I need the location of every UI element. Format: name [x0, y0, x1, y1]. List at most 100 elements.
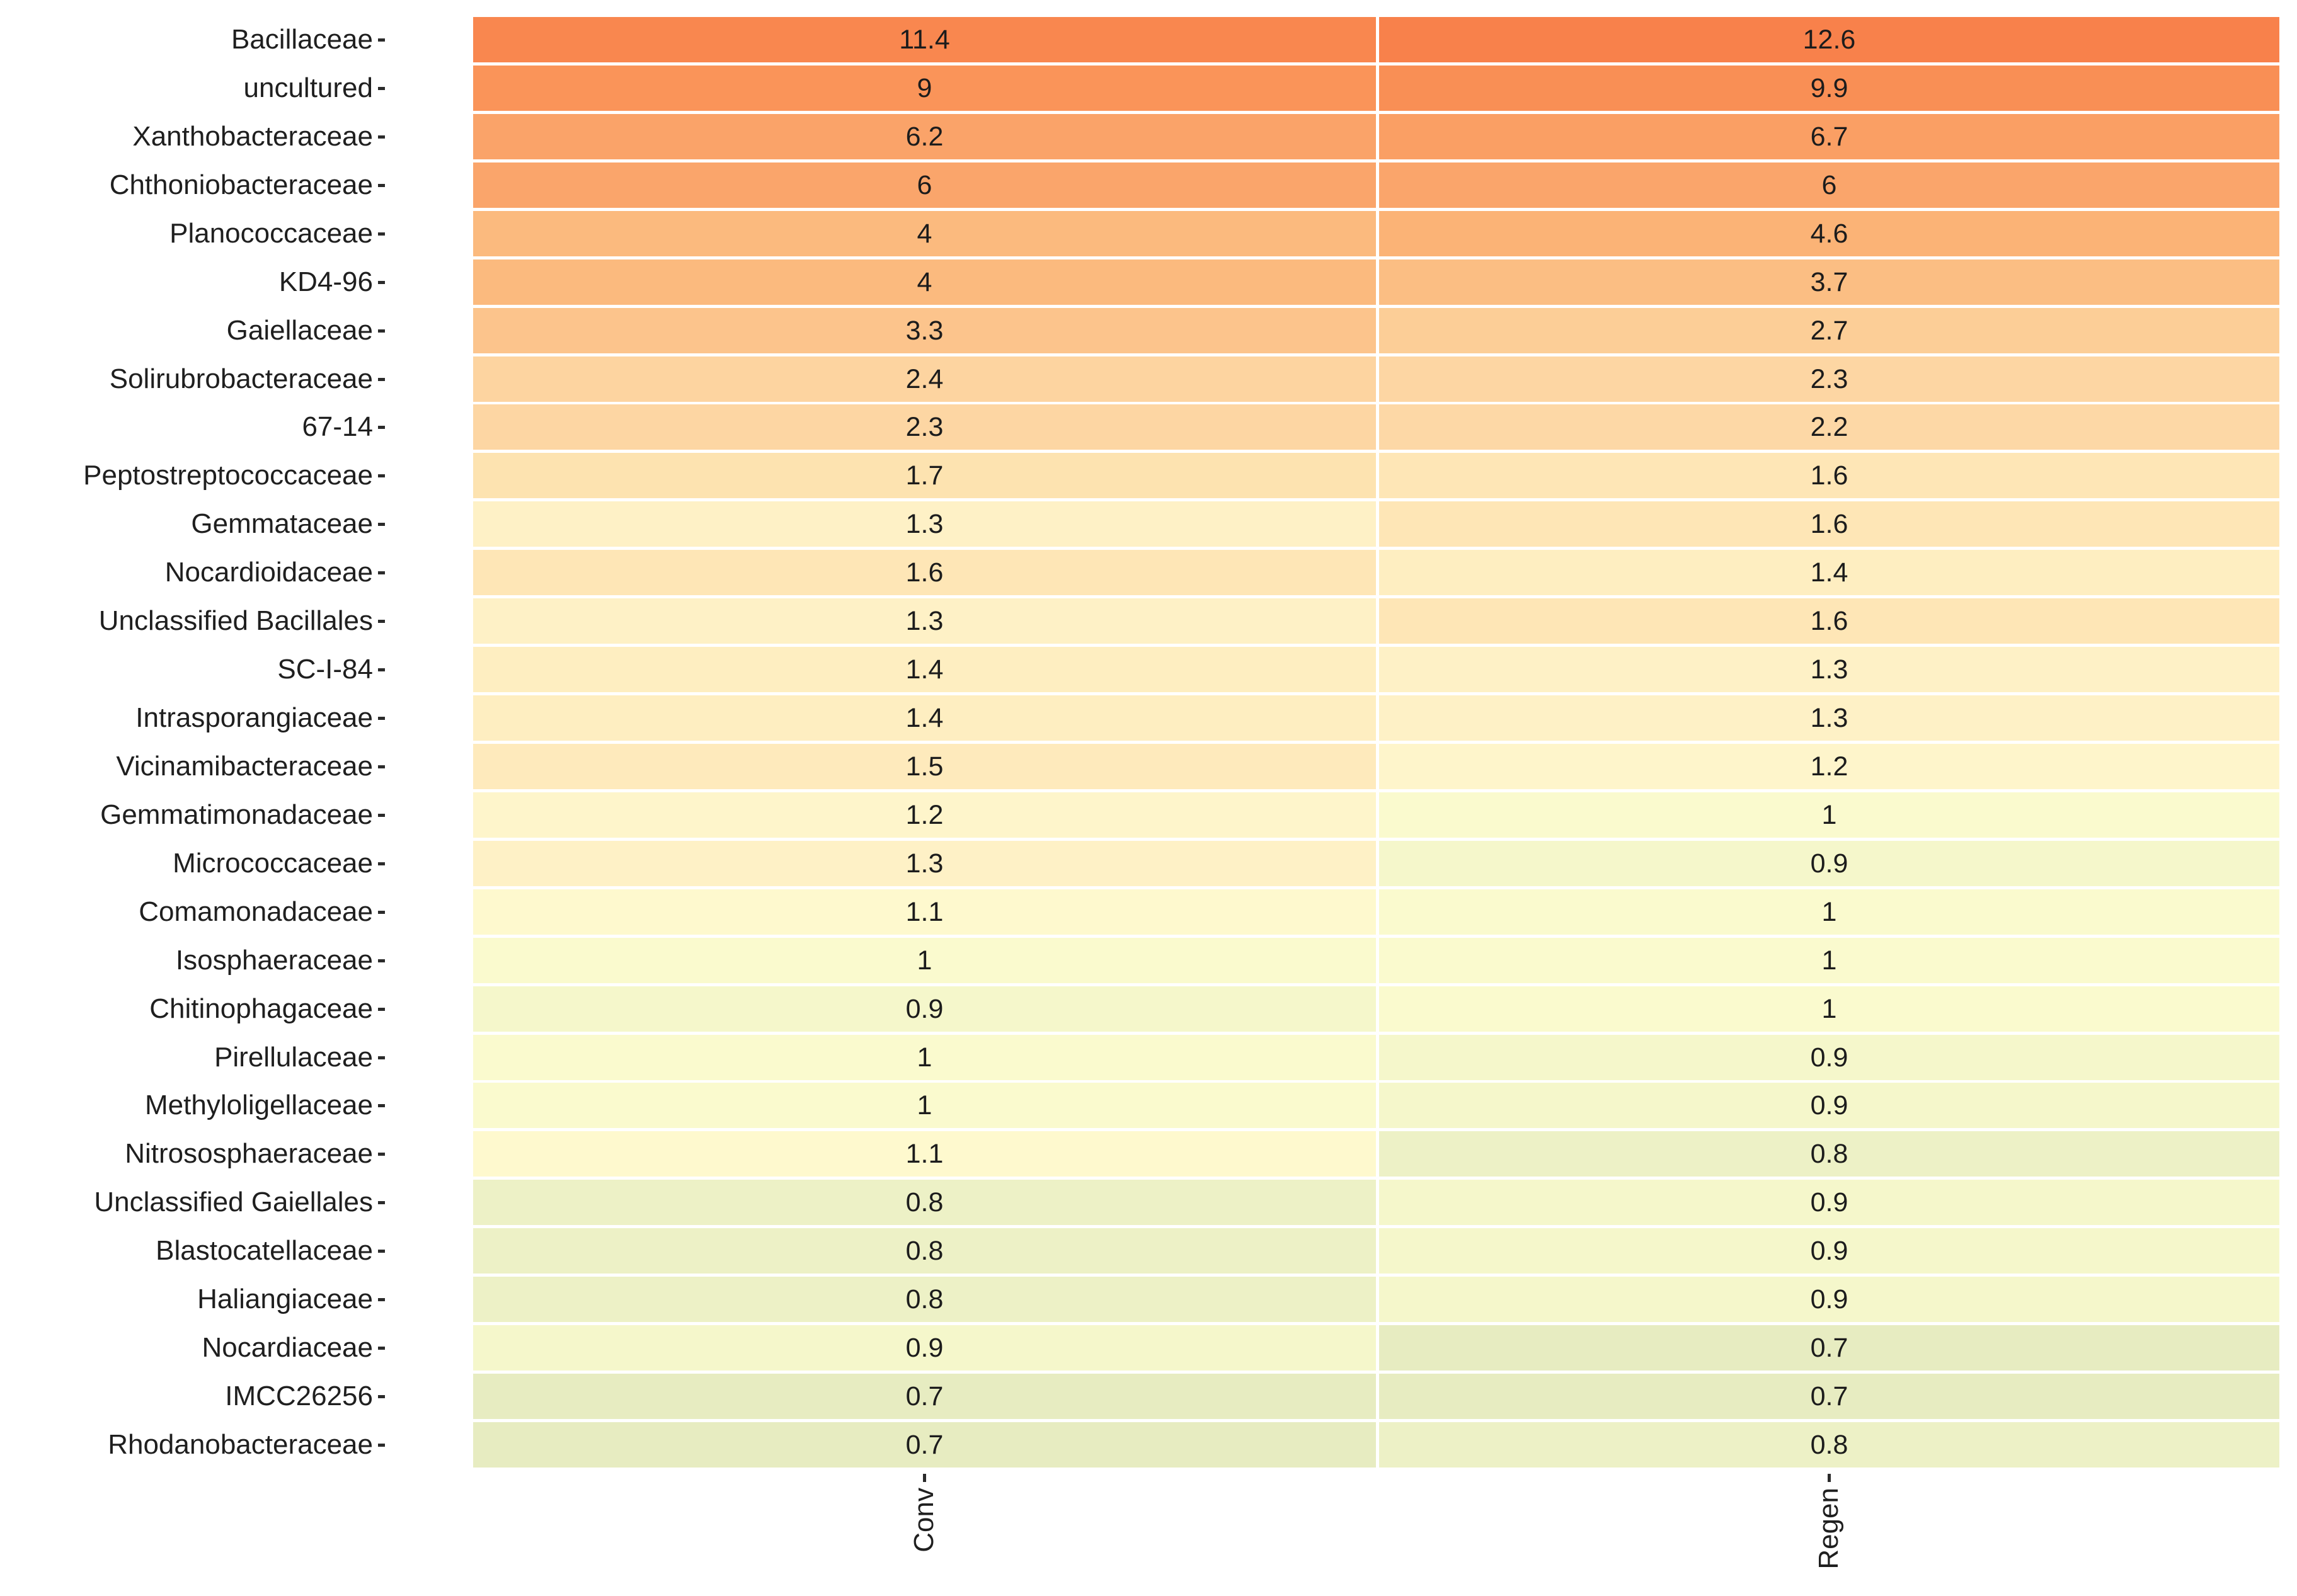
y-tick: [378, 38, 385, 42]
y-tick: [378, 329, 385, 333]
row-label: SC-I-84: [277, 654, 373, 685]
row-label: Solirubrobacteraceae: [109, 363, 373, 394]
heatmap-cell-regen: 12.6: [1379, 17, 2279, 62]
row-label: Unclassified Gaiellales: [94, 1187, 373, 1217]
row-label: Xanthobacteraceae: [132, 121, 373, 152]
heatmap-cell-regen: 0.9: [1379, 1083, 2279, 1128]
heatmap-cell-regen: 1.2: [1379, 744, 2279, 789]
heatmap-cell-regen: 1.3: [1379, 647, 2279, 692]
x-tick-conv: [923, 1474, 926, 1482]
heatmap-cell-regen: 0.8: [1379, 1131, 2279, 1177]
heatmap-cell-regen: 4.6: [1379, 211, 2279, 256]
heatmap-cell-regen: 0.7: [1379, 1374, 2279, 1419]
y-tick: [378, 1347, 385, 1350]
heatmap-cell-conv: 1.5: [473, 744, 1376, 789]
heatmap-cell-regen: 1.3: [1379, 695, 2279, 741]
heatmap-cell-regen: 0.9: [1379, 1180, 2279, 1225]
y-tick: [378, 474, 385, 477]
heatmap-cell-conv: 1: [473, 938, 1376, 983]
heatmap-cell-regen: 0.9: [1379, 1277, 2279, 1322]
heatmap-cell-regen: 0.8: [1379, 1422, 2279, 1468]
y-tick: [378, 1298, 385, 1301]
row-label: Unclassified Bacillales: [98, 605, 373, 636]
row-label: Comamonadaceae: [139, 896, 373, 927]
heatmap-cell-regen: 0.9: [1379, 1228, 2279, 1274]
heatmap-cell-conv: 1.3: [473, 841, 1376, 886]
y-tick: [378, 184, 385, 187]
heatmap-cell-conv: 6.2: [473, 114, 1376, 159]
heatmap-cell-regen: 6.7: [1379, 114, 2279, 159]
row-label: Micrococcaceae: [173, 848, 373, 879]
row-label: Peptostreptococcaceae: [83, 460, 373, 491]
heatmap-cell-regen: 1: [1379, 792, 2279, 838]
row-label: Chitinophagaceae: [149, 993, 373, 1024]
heatmap-cell-conv: 1: [473, 1083, 1376, 1128]
y-tick: [378, 717, 385, 720]
heatmap-cell-conv: 0.7: [473, 1374, 1376, 1419]
heatmap-cell-conv: 4: [473, 211, 1376, 256]
heatmap-cell-conv: 1.1: [473, 889, 1376, 935]
heatmap-cell-regen: 1.6: [1379, 501, 2279, 547]
heatmap-cell-conv: 1.7: [473, 453, 1376, 498]
y-tick: [378, 571, 385, 574]
row-label: Blastocatellaceae: [156, 1235, 373, 1266]
y-tick: [378, 281, 385, 284]
heatmap-cell-conv: 1.2: [473, 792, 1376, 838]
row-label: Haliangiaceae: [197, 1284, 373, 1314]
heatmap-cell-conv: 11.4: [473, 17, 1376, 62]
row-label: Intrasporangiaceae: [135, 702, 373, 733]
heatmap-cell-conv: 9: [473, 66, 1376, 111]
row-label: uncultured: [243, 72, 373, 103]
heatmap-cell-regen: 1: [1379, 889, 2279, 935]
row-label: 67-14: [302, 411, 373, 442]
heatmap-cell-conv: 6: [473, 162, 1376, 208]
heatmap-cell-conv: 1.3: [473, 598, 1376, 644]
heatmap-cell-conv: 0.9: [473, 986, 1376, 1032]
heatmap-cell-conv: 0.8: [473, 1180, 1376, 1225]
heatmap-cell-regen: 1.6: [1379, 598, 2279, 644]
y-tick: [378, 135, 385, 139]
heatmap-cell-conv: 1: [473, 1035, 1376, 1080]
heatmap-cell-conv: 1.4: [473, 647, 1376, 692]
row-label: Gaiellaceae: [226, 315, 373, 346]
y-tick: [378, 1395, 385, 1398]
y-tick: [378, 1104, 385, 1107]
heatmap-cell-conv: 1.6: [473, 550, 1376, 595]
heatmap-cell-conv: 0.8: [473, 1228, 1376, 1274]
y-tick: [378, 765, 385, 768]
y-tick: [378, 862, 385, 865]
y-tick: [378, 1201, 385, 1204]
heatmap-cell-regen: 1: [1379, 938, 2279, 983]
heatmap-cell-regen: 3.7: [1379, 259, 2279, 305]
heatmap-cell-conv: 1.1: [473, 1131, 1376, 1177]
row-label: Nitrososphaeraceae: [125, 1138, 373, 1169]
heatmap-cell-conv: 4: [473, 259, 1376, 305]
heatmap-cell-regen: 2.7: [1379, 308, 2279, 353]
heatmap-cell-conv: 2.4: [473, 356, 1376, 402]
row-label: Planococcaceae: [169, 218, 373, 249]
y-tick: [378, 232, 385, 236]
y-tick: [378, 378, 385, 381]
y-tick: [378, 620, 385, 623]
heatmap-cell-conv: 0.7: [473, 1422, 1376, 1468]
heatmap-cell-regen: 1.4: [1379, 550, 2279, 595]
heatmap-cell-regen: 1: [1379, 986, 2279, 1032]
heatmap-cell-regen: 9.9: [1379, 66, 2279, 111]
y-tick: [378, 668, 385, 671]
row-label: KD4-96: [278, 266, 373, 297]
heatmap-cell-regen: 0.9: [1379, 841, 2279, 886]
row-label: Gemmataceae: [191, 508, 373, 539]
x-tick-regen: [1828, 1474, 1831, 1482]
row-label: Isosphaeraceae: [175, 945, 373, 976]
heatmap-cell-conv: 1.4: [473, 695, 1376, 741]
y-tick: [378, 1008, 385, 1011]
row-label: Gemmatimonadaceae: [100, 799, 373, 830]
row-label: Nocardiaceae: [202, 1332, 374, 1363]
row-label: Chthoniobacteraceae: [109, 169, 373, 200]
row-label: Methyloligellaceae: [145, 1090, 373, 1120]
x-axis-label-regen: Regen: [1813, 1488, 1844, 1570]
row-label: Nocardioidaceae: [164, 557, 373, 588]
x-axis-label-conv: Conv: [908, 1488, 939, 1553]
y-tick: [378, 911, 385, 914]
